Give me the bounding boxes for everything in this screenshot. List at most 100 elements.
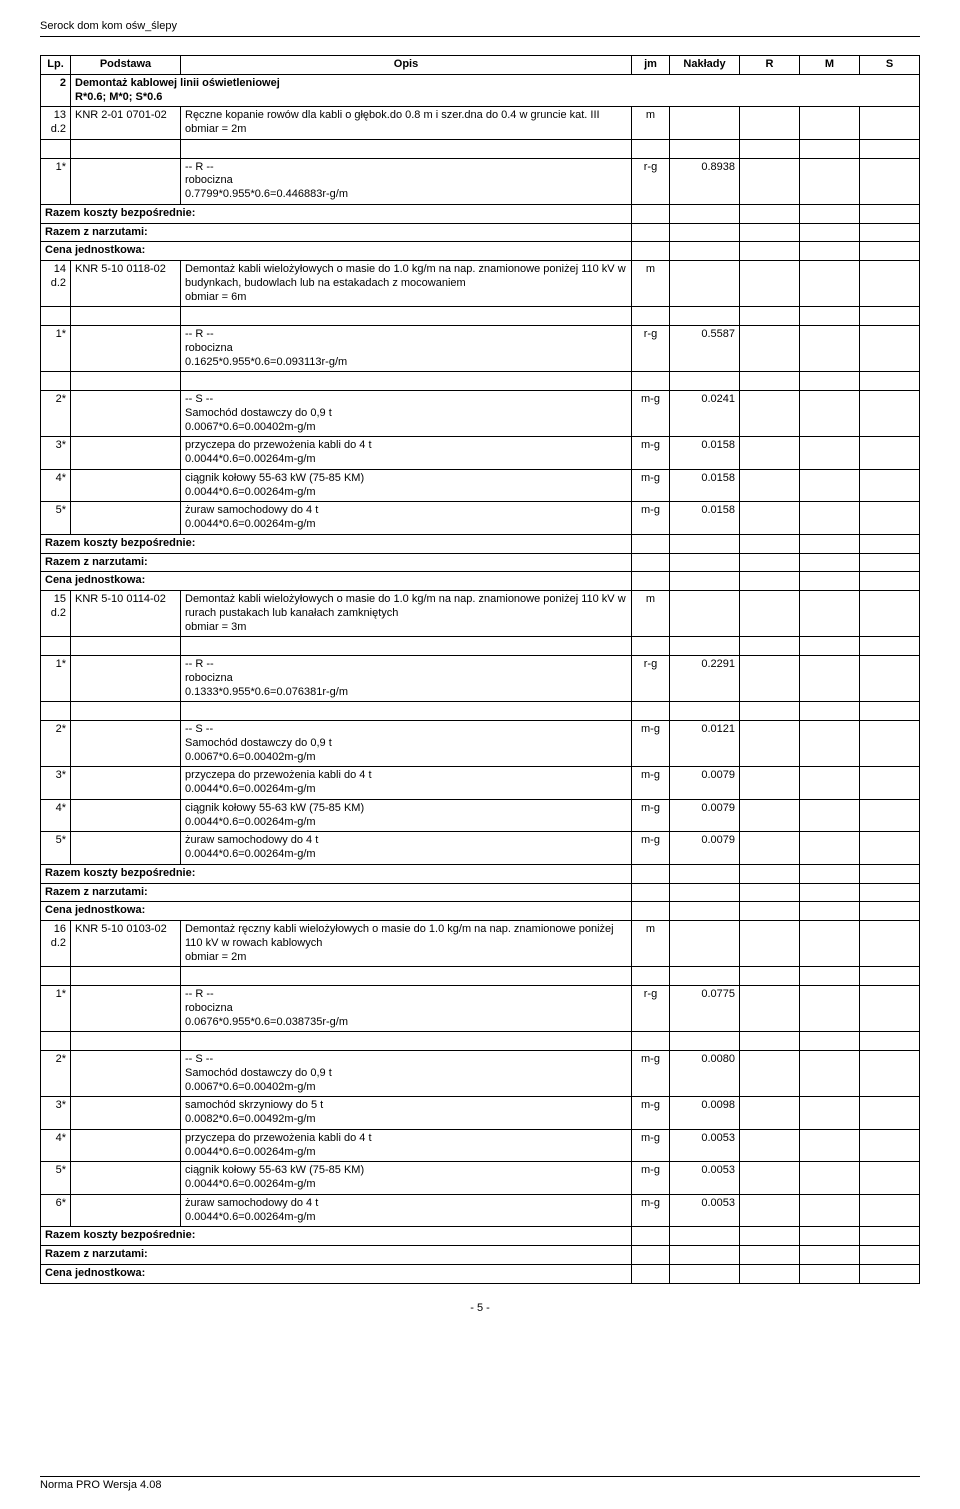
equipment-row: 3*przyczepa do przewożenia kabli do 4 t … [41, 767, 920, 800]
item-base: KNR 5-10 0103-02 [71, 921, 181, 967]
summary-label: Cena jednostkowa: [41, 242, 632, 261]
equipment-lp: 6* [41, 1194, 71, 1227]
equipment-desc: żuraw samochodowy do 4 t 0.0044*0.6=0.00… [181, 832, 632, 865]
equipment-nk: 0.0241 [670, 391, 740, 437]
item-desc: Demontaż kabli wielożyłowych o masie do … [181, 591, 632, 637]
equipment-desc: przyczepa do przewożenia kabli do 4 t 0.… [181, 437, 632, 470]
equipment-jm: m-g [632, 437, 670, 470]
item-row: 14 d.2KNR 5-10 0118-02Demontaż kabli wie… [41, 261, 920, 307]
equipment-nk: 0.0053 [670, 1194, 740, 1227]
spacer-row [41, 307, 920, 326]
summary-label: Razem koszty bezpośrednie: [41, 864, 632, 883]
summary-row: Razem z narzutami: [41, 553, 920, 572]
equipment-row: 2*-- S -- Samochód dostawczy do 0,9 t 0.… [41, 1051, 920, 1097]
equipment-lp: 5* [41, 1162, 71, 1195]
item-jm: m [632, 107, 670, 140]
equipment-jm: m-g [632, 799, 670, 832]
summary-row: Razem koszty bezpośrednie: [41, 1227, 920, 1246]
summary-label: Razem z narzutami: [41, 553, 632, 572]
equipment-nk: 0.0079 [670, 799, 740, 832]
item-jm: m [632, 921, 670, 967]
spacer-row [41, 139, 920, 158]
summary-label: Cena jednostkowa: [41, 902, 632, 921]
equipment-row: 4*przyczepa do przewożenia kabli do 4 t … [41, 1129, 920, 1162]
col-desc: Opis [181, 56, 632, 75]
equipment-lp: 3* [41, 437, 71, 470]
equipment-jm: m-g [632, 721, 670, 767]
resource-lp: 1* [41, 656, 71, 702]
equipment-row: 3* przyczepa do przewożenia kabli do 4 t … [41, 437, 920, 470]
footer-left: Norma PRO Wersja 4.08 [40, 1479, 161, 1491]
item-desc: Demontaż ręczny kabli wielożyłowych o ma… [181, 921, 632, 967]
page-number: - 5 - [40, 1302, 920, 1314]
section-title: Demontaż kablowej linii oświetleniowej R… [71, 74, 920, 107]
resource-lp: 1* [41, 326, 71, 372]
resource-row: 1*-- R -- robocizna 0.7799*0.955*0.6=0.4… [41, 158, 920, 204]
equipment-nk: 0.0098 [670, 1097, 740, 1130]
equipment-jm: m-g [632, 391, 670, 437]
item-lp: 15 d.2 [41, 591, 71, 637]
resource-row: 1* -- R -- robocizna 0.1333*0.955*0.6=0.0… [41, 656, 920, 702]
col-nk: Nakłady [670, 56, 740, 75]
resource-jm: r-g [632, 158, 670, 204]
equipment-row: 2* -- S -- Samochód dostawczy do 0,9 t 0.… [41, 391, 920, 437]
summary-label: Razem koszty bezpośrednie: [41, 204, 632, 223]
summary-row: Cena jednostkowa: [41, 572, 920, 591]
item-desc: Ręczne kopanie rowów dla kabli o głębok.… [181, 107, 632, 140]
summary-row: Razem z narzutami: [41, 223, 920, 242]
equipment-jm: m-g [632, 832, 670, 865]
equipment-lp: 4* [41, 1129, 71, 1162]
equipment-lp: 3* [41, 767, 71, 800]
resource-desc: -- R -- robocizna 0.1625*0.955*0.6=0.093… [181, 326, 632, 372]
resource-jm: r-g [632, 656, 670, 702]
summary-label: Razem koszty bezpośrednie: [41, 534, 632, 553]
summary-row: Razem koszty bezpośrednie: [41, 534, 920, 553]
summary-label: Razem koszty bezpośrednie: [41, 1227, 632, 1246]
summary-row: Cena jednostkowa: [41, 1264, 920, 1283]
equipment-nk: 0.0158 [670, 437, 740, 470]
spacer-row [41, 637, 920, 656]
section-num: 2 [41, 74, 71, 107]
equipment-lp: 4* [41, 469, 71, 502]
equipment-row: 2* -- S -- Samochód dostawczy do 0,9 t 0.… [41, 721, 920, 767]
equipment-desc: -- S -- Samochód dostawczy do 0,9 t 0.00… [181, 721, 632, 767]
summary-row: Razem koszty bezpośrednie: [41, 204, 920, 223]
equipment-jm: m-g [632, 1097, 670, 1130]
table-header-row: Lp. Podstawa Opis jm Nakłady R M S [41, 56, 920, 75]
equipment-desc: -- S -- Samochód dostawczy do 0,9 t 0.00… [181, 391, 632, 437]
item-lp: 13 d.2 [41, 107, 71, 140]
item-lp: 14 d.2 [41, 261, 71, 307]
section-row: 2Demontaż kablowej linii oświetleniowej … [41, 74, 920, 107]
item-desc: Demontaż kabli wielożyłowych o masie do … [181, 261, 632, 307]
equipment-jm: m-g [632, 502, 670, 535]
spacer-row [41, 372, 920, 391]
col-base: Podstawa [71, 56, 181, 75]
equipment-row: 6*żuraw samochodowy do 4 t 0.0044*0.6=0.… [41, 1194, 920, 1227]
doc-title: Serock dom kom ośw_ślepy [40, 20, 920, 32]
equipment-jm: m-g [632, 469, 670, 502]
summary-row: Cena jednostkowa: [41, 902, 920, 921]
item-row: 15 d.2KNR 5-10 0114-02Demontaż kabli wie… [41, 591, 920, 637]
spacer-row [41, 967, 920, 986]
equipment-desc: żuraw samochodowy do 4 t 0.0044*0.6=0.00… [181, 502, 632, 535]
resource-desc: -- R -- robocizna 0.1333*0.955*0.6=0.076… [181, 656, 632, 702]
equipment-jm: m-g [632, 1194, 670, 1227]
summary-row: Razem koszty bezpośrednie: [41, 864, 920, 883]
spacer-row [41, 1032, 920, 1051]
equipment-lp: 5* [41, 832, 71, 865]
item-nk [670, 921, 740, 967]
item-base: KNR 2-01 0701-02 [71, 107, 181, 140]
equipment-lp: 5* [41, 502, 71, 535]
equipment-row: 4*ciągnik kołowy 55-63 kW (75-85 KM) 0.0… [41, 469, 920, 502]
item-nk [670, 591, 740, 637]
equipment-jm: m-g [632, 1051, 670, 1097]
resource-nk: 0.2291 [670, 656, 740, 702]
equipment-nk: 0.0053 [670, 1162, 740, 1195]
resource-desc: -- R -- robocizna 0.0676*0.955*0.6=0.038… [181, 986, 632, 1032]
equipment-lp: 4* [41, 799, 71, 832]
equipment-lp: 2* [41, 721, 71, 767]
equipment-lp: 2* [41, 391, 71, 437]
summary-row: Razem z narzutami: [41, 883, 920, 902]
spacer-row [41, 702, 920, 721]
equipment-jm: m-g [632, 1162, 670, 1195]
